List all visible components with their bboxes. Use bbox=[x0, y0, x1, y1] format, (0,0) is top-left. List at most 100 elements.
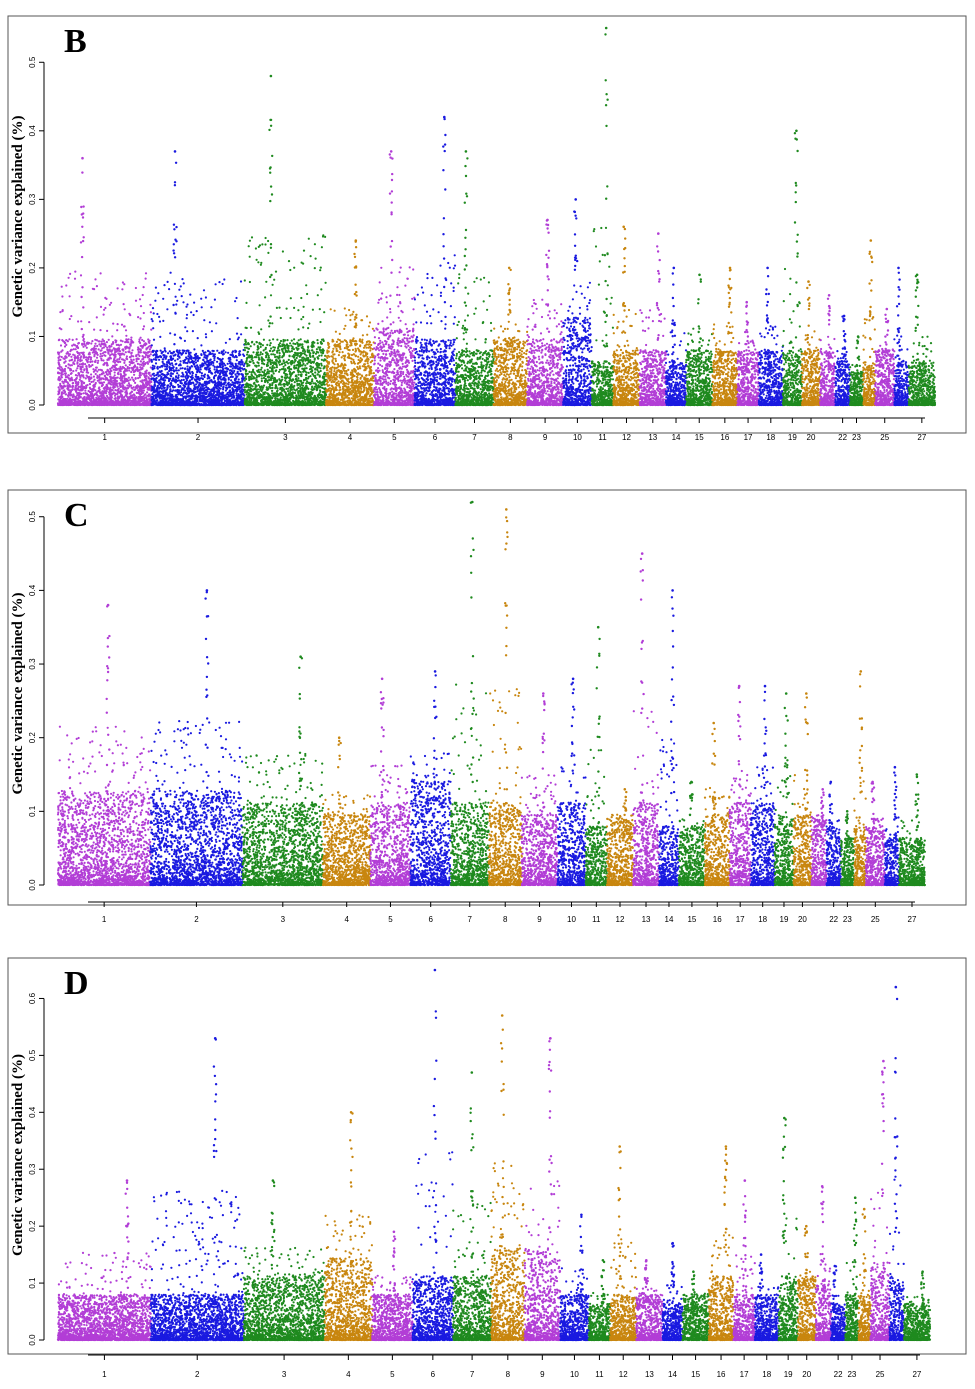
snp-point bbox=[159, 349, 162, 352]
snp-point bbox=[153, 365, 156, 368]
snp-point bbox=[118, 369, 122, 372]
snp-point bbox=[121, 390, 124, 393]
snp-point bbox=[122, 303, 125, 306]
snp-point bbox=[77, 388, 80, 391]
snp-point bbox=[191, 403, 195, 406]
snp-point bbox=[173, 343, 176, 346]
snp-point bbox=[79, 385, 82, 388]
snp-point bbox=[193, 391, 196, 394]
snp-point bbox=[141, 387, 144, 390]
snp-point bbox=[323, 311, 326, 314]
snp-point bbox=[191, 374, 194, 377]
snp-point bbox=[187, 387, 190, 390]
snp-point bbox=[125, 345, 128, 348]
snp-point bbox=[70, 355, 73, 358]
snp-point bbox=[97, 398, 100, 401]
snp-point bbox=[234, 378, 237, 381]
snp-point bbox=[202, 289, 206, 292]
snp-point bbox=[239, 280, 243, 283]
snp-point bbox=[113, 348, 116, 351]
snp-point bbox=[118, 382, 121, 385]
snp-point bbox=[275, 366, 278, 369]
snp-point bbox=[59, 344, 63, 347]
snp-point bbox=[139, 305, 143, 308]
snp-point bbox=[175, 399, 179, 402]
snp-point bbox=[73, 359, 76, 362]
snp-point bbox=[197, 386, 200, 389]
snp-point bbox=[108, 389, 111, 392]
snp-point bbox=[64, 393, 67, 396]
snp-point bbox=[205, 396, 208, 399]
snp-point bbox=[123, 283, 126, 286]
snp-point bbox=[200, 403, 203, 406]
snp-point bbox=[273, 278, 276, 281]
snp-point bbox=[203, 319, 206, 322]
snp-point bbox=[167, 352, 170, 355]
snp-point bbox=[182, 378, 185, 381]
snp-point bbox=[193, 399, 196, 402]
snp-point bbox=[216, 391, 219, 394]
snp-point bbox=[111, 389, 114, 392]
snp-point bbox=[217, 365, 220, 369]
snp-point bbox=[115, 343, 118, 346]
snp-point bbox=[209, 358, 212, 361]
snp-point bbox=[210, 372, 213, 375]
snp-point bbox=[149, 303, 152, 306]
snp-point bbox=[235, 359, 238, 362]
snp-point bbox=[188, 367, 192, 370]
snp-point bbox=[137, 397, 140, 401]
snp-point bbox=[59, 399, 63, 402]
snp-point bbox=[204, 333, 207, 336]
snp-point bbox=[174, 380, 177, 383]
snp-point bbox=[72, 385, 75, 388]
snp-point bbox=[178, 288, 181, 291]
snp-point bbox=[74, 348, 77, 351]
snp-point bbox=[316, 294, 319, 297]
snp-point bbox=[133, 388, 136, 392]
snp-point bbox=[109, 399, 112, 402]
snp-point bbox=[177, 383, 180, 386]
snp-point bbox=[222, 386, 225, 389]
snp-point bbox=[100, 357, 103, 360]
snp-point bbox=[195, 395, 199, 398]
snp-point bbox=[132, 386, 135, 389]
snp-point bbox=[190, 365, 193, 368]
snp-point bbox=[93, 328, 96, 331]
snp-point bbox=[228, 360, 231, 363]
snp-point bbox=[301, 349, 305, 353]
snp-point bbox=[81, 171, 84, 174]
snp-point bbox=[143, 402, 146, 406]
snp-point bbox=[98, 395, 101, 398]
snp-point bbox=[179, 360, 182, 363]
snp-point bbox=[72, 381, 75, 385]
y-tick-label: 0.2 bbox=[28, 262, 37, 274]
snp-point bbox=[95, 366, 98, 369]
snp-point bbox=[204, 403, 207, 407]
snp-point bbox=[297, 352, 301, 355]
snp-point bbox=[172, 403, 175, 406]
snp-point bbox=[112, 400, 115, 403]
snp-point bbox=[131, 349, 134, 352]
snp-point bbox=[151, 307, 155, 310]
snp-point bbox=[172, 369, 175, 372]
snp-point bbox=[213, 394, 216, 398]
snp-point bbox=[69, 350, 72, 353]
snp-point bbox=[71, 344, 74, 347]
snp-point bbox=[163, 383, 166, 386]
snp-point bbox=[238, 388, 241, 391]
snp-point bbox=[142, 364, 145, 367]
snp-point bbox=[104, 376, 107, 379]
snp-point bbox=[221, 365, 225, 368]
snp-point bbox=[112, 368, 115, 371]
snp-point bbox=[219, 363, 222, 366]
snp-point bbox=[211, 400, 214, 403]
snp-point bbox=[217, 375, 220, 378]
snp-point bbox=[319, 320, 322, 324]
snp-point bbox=[186, 303, 189, 306]
snp-point bbox=[199, 382, 202, 385]
snp-point bbox=[69, 390, 72, 393]
snp-point bbox=[293, 381, 296, 384]
snp-point bbox=[195, 310, 198, 313]
snp-point bbox=[62, 385, 65, 388]
snp-point bbox=[76, 359, 80, 362]
